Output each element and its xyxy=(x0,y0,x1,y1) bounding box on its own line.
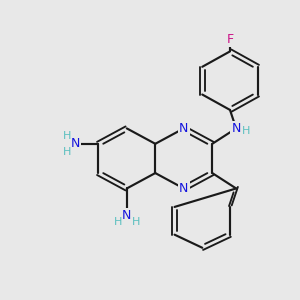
Text: H: H xyxy=(114,217,122,227)
Text: N: N xyxy=(232,122,241,135)
Text: N: N xyxy=(179,122,188,135)
Text: H: H xyxy=(63,131,71,141)
Text: H: H xyxy=(63,147,71,157)
Text: N: N xyxy=(179,182,188,195)
Text: H: H xyxy=(131,217,140,227)
Text: F: F xyxy=(226,33,233,46)
Text: N: N xyxy=(122,209,131,222)
Text: N: N xyxy=(70,137,80,150)
Text: H: H xyxy=(242,126,251,136)
